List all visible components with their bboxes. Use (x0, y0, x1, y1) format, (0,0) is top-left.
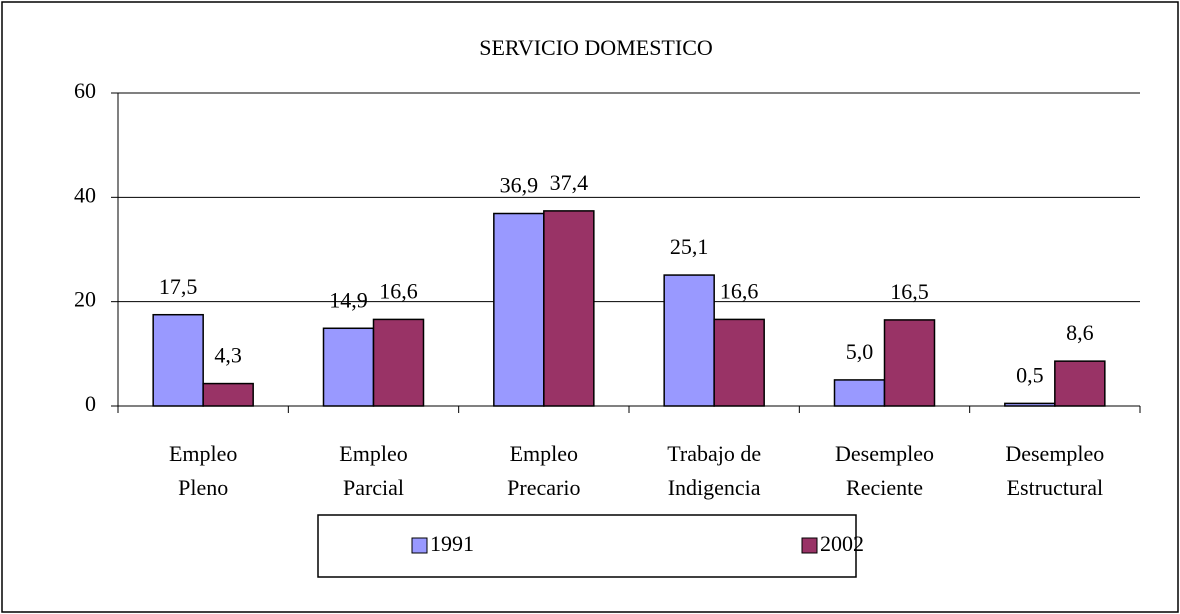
y-tick-label: 0 (85, 391, 96, 416)
value-label: 16,5 (890, 279, 929, 304)
x-tick-label: Empleo Pleno (168, 441, 238, 500)
value-label: 14,9 (329, 287, 368, 312)
value-label: 16,6 (720, 278, 759, 303)
y-tick-label: 40 (74, 182, 96, 207)
value-label: 16,6 (379, 278, 418, 303)
bar (883, 319, 936, 407)
value-label: 0,5 (1016, 362, 1044, 387)
chart-title: SERVICIO DOMESTICO (479, 35, 713, 60)
bar (372, 318, 425, 407)
bar (663, 274, 715, 407)
value-label: 8,6 (1066, 320, 1094, 345)
bar (1004, 402, 1056, 407)
legend-swatch (801, 537, 818, 554)
legend-box (317, 514, 857, 578)
x-tick-label: Trabajo de Indigencia (667, 441, 762, 500)
value-label: 36,9 (500, 173, 539, 198)
legend-label: 2002 (820, 531, 864, 556)
y-tick-label: 20 (74, 287, 96, 312)
x-tick-label: Desempleo Reciente (835, 441, 934, 500)
bar (713, 318, 765, 407)
value-label: 4,3 (214, 343, 242, 368)
value-label: 25,1 (670, 234, 709, 259)
bar (202, 382, 254, 407)
x-tick-label: Empleo Precario (507, 441, 581, 500)
value-label: 17,5 (159, 274, 198, 299)
y-tick-label: 60 (74, 78, 96, 103)
legend-swatch (411, 537, 428, 554)
bar (152, 313, 204, 407)
bar (322, 327, 375, 407)
bar (493, 212, 545, 407)
legend-label: 1991 (430, 531, 474, 556)
x-tick-label: Desempleo Estructural (1005, 441, 1105, 500)
bar (1054, 360, 1106, 407)
value-label: 5,0 (846, 339, 874, 364)
value-label: 37,4 (550, 170, 589, 195)
bar (833, 379, 886, 407)
x-tick-label: Empleo Parcial (339, 441, 408, 500)
bar (543, 210, 595, 407)
